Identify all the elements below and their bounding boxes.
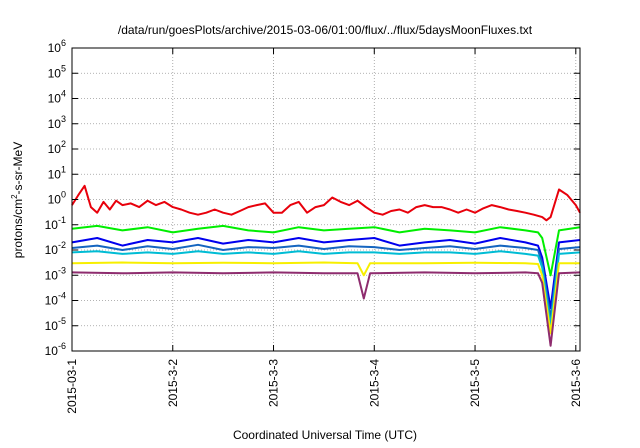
y-tick-label: 10-6: [45, 341, 66, 358]
x-tick-label: 2015-03-1: [65, 359, 79, 414]
y-axis-label-suffix: -s-sr-MeV: [11, 142, 25, 195]
y-tick-label: 105: [48, 63, 66, 80]
x-axis: 2015-03-1 2015-3-2 2015-3-3 2015-3-4 2015-3-…: [65, 48, 583, 414]
x-tick-label: 2015-3-6: [569, 359, 583, 407]
y-tick-label: 101: [48, 164, 66, 181]
plot-frame: [71, 47, 581, 352]
x-tick-label: 2015-3-2: [166, 359, 180, 407]
y-axis-label: protons/cm2-s-sr-MeV: [10, 142, 25, 258]
y-tick-label: 10-3: [45, 265, 66, 282]
y-axis-label-main: protons/cm: [11, 199, 25, 258]
y-tick-label: 100: [48, 190, 66, 207]
y-tick-label: 10-2: [45, 240, 66, 257]
y-tick-label: 103: [48, 114, 66, 131]
x-axis-label: Coordinated Universal Time (UTC): [233, 428, 417, 442]
y-tick-label: 10-4: [45, 291, 66, 308]
series-line-3: [71, 237, 581, 310]
y-axis: 10-6 10-5 10-4 10-3 10-2 10-1 100 101 102 103 104 1…: [45, 38, 580, 358]
y-tick-label: 102: [48, 139, 66, 156]
y-axis-label-superscript: 2: [10, 194, 19, 199]
grid-lines: [72, 48, 580, 351]
x-tick-label: 2015-3-3: [267, 359, 281, 407]
series-line-7: [71, 271, 581, 347]
y-tick-label: 106: [48, 38, 66, 55]
x-tick-label: 2015-3-5: [468, 359, 482, 407]
chart-title: /data/run/goesPlots/archive/2015-03-06/0…: [118, 23, 533, 37]
series-line-6: [71, 261, 580, 335]
series-line-4: [71, 243, 581, 320]
series-line-5: [71, 250, 581, 327]
y-tick-label: 10-1: [45, 215, 66, 232]
data-series: [71, 184, 581, 347]
series-line-1: [71, 184, 581, 222]
y-tick-label: 10-5: [45, 316, 66, 333]
y-tick-label: 104: [48, 89, 66, 106]
series-line-2: [71, 224, 581, 277]
x-tick-label: 2015-3-4: [367, 359, 381, 407]
